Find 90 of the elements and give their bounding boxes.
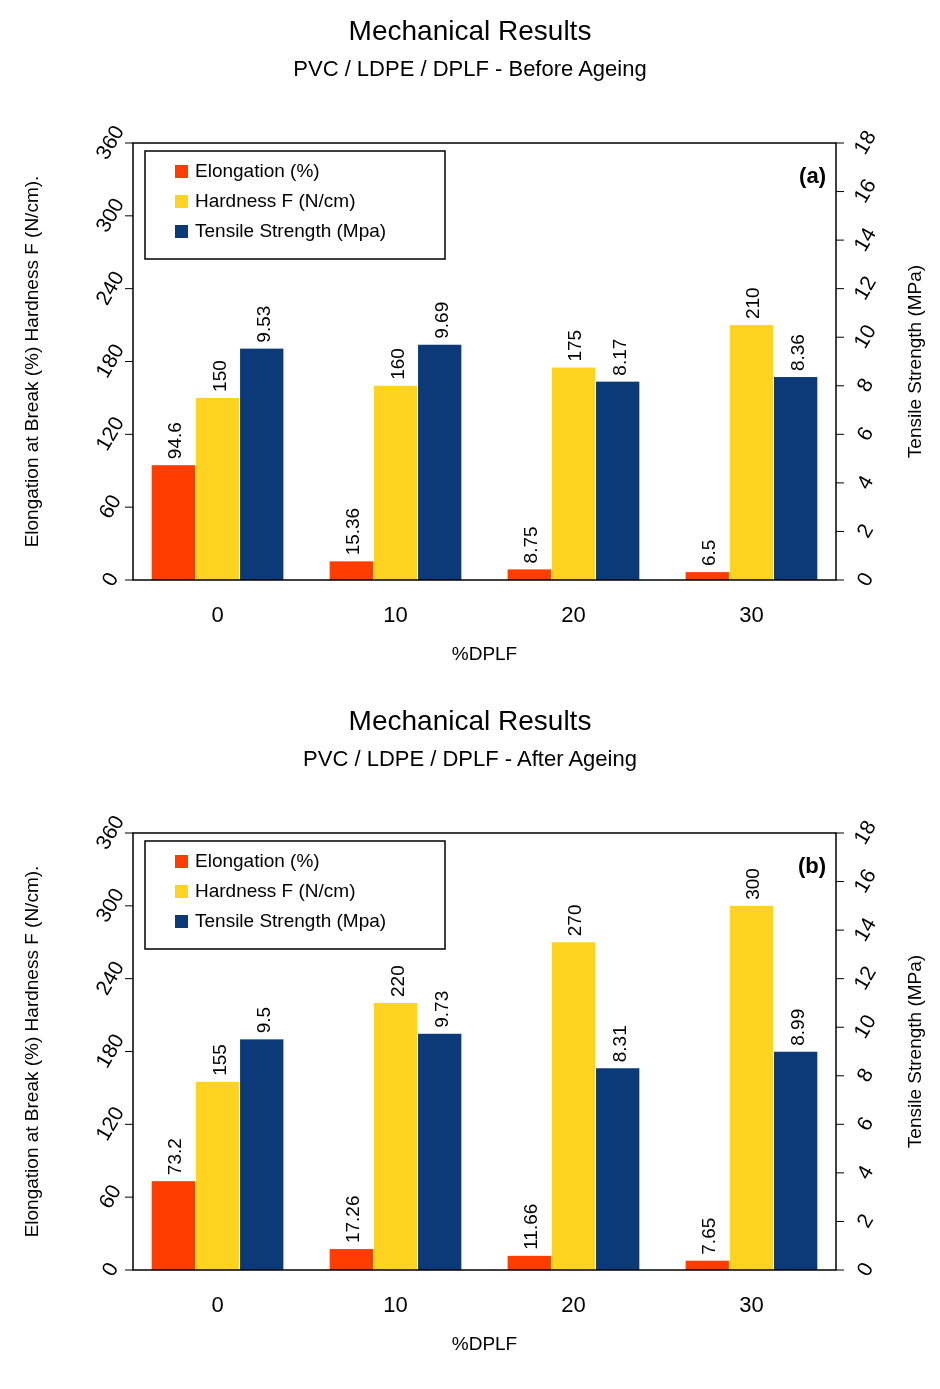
data-label: 6.5 (698, 539, 720, 567)
y2-tick-label: 10 (848, 320, 881, 353)
x-tick-label: 10 (383, 602, 408, 627)
y2-tick-label: 12 (848, 271, 881, 304)
x-axis-title: %DPLF (451, 643, 518, 664)
y2-tick-label: 12 (848, 961, 881, 994)
x-tick-label: 30 (739, 1292, 764, 1317)
x-tick-label: 20 (561, 1292, 586, 1317)
data-label: 8.17 (608, 338, 630, 376)
y2-axis-title: Tensile Strength (MPa) (904, 264, 925, 459)
data-label: 210 (742, 287, 764, 320)
y2-tick-label: 8 (851, 1063, 878, 1086)
y2-tick-label: 10 (848, 1010, 881, 1043)
x-tick-label: 20 (561, 602, 586, 627)
data-label: 9.5 (252, 1006, 274, 1034)
data-label: 94.6 (164, 422, 186, 460)
y2-axis-title: Tensile Strength (MPa) (904, 954, 925, 1149)
y-tick-label: 180 (90, 339, 129, 382)
bar (507, 569, 551, 580)
y2-tick-label: 16 (848, 174, 881, 207)
y2-tick-label: 0 (851, 568, 878, 590)
y2-tick-label: 2 (851, 519, 878, 542)
y-tick-label: 180 (90, 1029, 129, 1072)
legend-label: Hardness F (N/cm) (195, 190, 356, 211)
y2-tick-label: 6 (851, 1112, 878, 1135)
x-tick-label: 30 (739, 602, 764, 627)
data-label: 8.75 (520, 526, 542, 564)
legend-label: Elongation (%) (195, 850, 320, 871)
x-tick-label: 10 (383, 1292, 408, 1317)
y2-tick-label: 4 (851, 470, 878, 493)
data-label: 8.36 (786, 334, 808, 372)
y2-tick-label: 0 (851, 1258, 878, 1280)
y2-tick-label: 6 (851, 422, 878, 445)
y-tick-label: 120 (90, 412, 129, 455)
bar (151, 1181, 195, 1270)
y-tick-label: 60 (93, 490, 126, 523)
data-label: 15.36 (342, 507, 364, 556)
bar (151, 465, 195, 580)
legend-label: Hardness F (N/cm) (195, 880, 356, 901)
y-tick-label: 240 (90, 266, 129, 309)
y-tick-label: 0 (96, 568, 123, 590)
annotation: (a) (799, 163, 826, 188)
y-tick-label: 300 (90, 193, 129, 236)
data-label: 175 (564, 329, 586, 362)
x-tick-label: 0 (211, 1292, 224, 1317)
data-label: 9.69 (430, 301, 452, 339)
y-tick-label: 240 (90, 956, 129, 999)
bar (329, 561, 373, 580)
annotation: (b) (797, 853, 826, 878)
data-label: 160 (386, 348, 408, 380)
y-axis-title: Elongation at Break (%) Hardness F (N/cm). (21, 865, 42, 1238)
data-label: 9.73 (430, 990, 452, 1028)
data-label: 220 (386, 965, 408, 997)
legend-label: Tensile Strength (Mpa) (195, 910, 387, 931)
y-tick-label: 0 (96, 1258, 123, 1280)
y-tick-label: 60 (93, 1180, 126, 1213)
y2-tick-label: 18 (848, 126, 881, 158)
data-label: 73.2 (164, 1138, 186, 1176)
x-axis-title: %DPLF (451, 1333, 518, 1354)
y2-tick-label: 14 (848, 912, 881, 945)
y2-tick-label: 4 (851, 1160, 878, 1183)
bar (329, 1249, 373, 1270)
data-label: 17.26 (342, 1195, 364, 1244)
x-tick-label: 0 (211, 602, 224, 627)
y2-tick-label: 2 (851, 1209, 878, 1232)
y2-tick-label: 8 (851, 373, 878, 396)
data-label: 300 (742, 868, 764, 900)
y2-tick-label: 18 (848, 816, 881, 848)
y-axis-title: Elongation at Break (%) Hardness F (N/cm). (21, 175, 42, 548)
chart-title: Mechanical Results (348, 15, 592, 46)
chart-subtitle: PVC / LDPE / DPLF - Before Ageing (293, 56, 647, 81)
data-label: 11.66 (520, 1203, 542, 1250)
y2-tick-label: 16 (848, 864, 881, 897)
data-label: 8.31 (608, 1025, 630, 1063)
data-label: 155 (208, 1044, 230, 1076)
data-label: 270 (564, 904, 586, 937)
y2-tick-label: 14 (848, 222, 881, 255)
legend-label: Tensile Strength (Mpa) (195, 220, 387, 241)
chart-title: Mechanical Results (348, 705, 592, 736)
legend-label: Elongation (%) (195, 160, 320, 181)
data-label: 8.99 (786, 1008, 808, 1046)
y-tick-label: 120 (90, 1102, 129, 1145)
y-tick-label: 360 (90, 811, 129, 853)
data-label: 9.53 (252, 305, 274, 343)
bar (507, 1255, 551, 1270)
data-label: 150 (208, 360, 230, 392)
y-tick-label: 360 (90, 121, 129, 163)
chart-subtitle: PVC / LDPE / DPLF - After Ageing (303, 746, 637, 771)
data-label: 7.65 (698, 1217, 720, 1255)
y-tick-label: 300 (90, 883, 129, 926)
